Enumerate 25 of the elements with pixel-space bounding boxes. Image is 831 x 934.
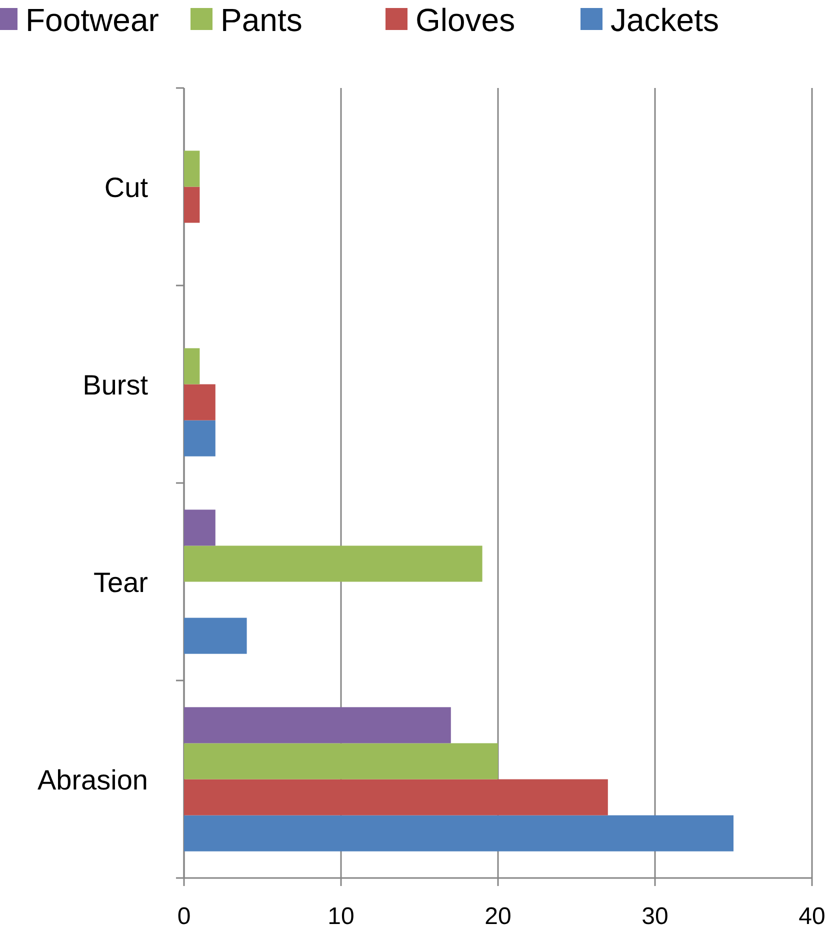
bar <box>184 743 498 780</box>
bar <box>184 420 216 456</box>
x-tick-label: 40 <box>798 903 826 930</box>
bar <box>184 186 200 223</box>
legend-label: Footwear <box>26 2 160 38</box>
y-tick-label: Abrasion <box>37 764 148 796</box>
bar <box>184 815 734 852</box>
legend-label: Gloves <box>416 2 516 38</box>
x-tick-label: 0 <box>177 903 191 930</box>
legend-label: Pants <box>220 2 302 38</box>
x-tick-label: 20 <box>484 903 512 930</box>
legend-label: Jackets <box>610 2 719 38</box>
bar <box>184 618 247 654</box>
bar <box>184 779 608 816</box>
bar <box>184 546 482 582</box>
bar <box>184 384 216 420</box>
bar <box>184 150 200 187</box>
y-tick-label: Tear <box>94 566 148 598</box>
bar <box>184 510 216 546</box>
y-tick-label: Burst <box>82 369 148 400</box>
y-tick-label: Cut <box>104 172 148 203</box>
x-tick-label: 30 <box>642 903 668 930</box>
x-tick-label: 10 <box>328 903 354 930</box>
bar <box>184 348 200 384</box>
bar <box>184 707 451 744</box>
